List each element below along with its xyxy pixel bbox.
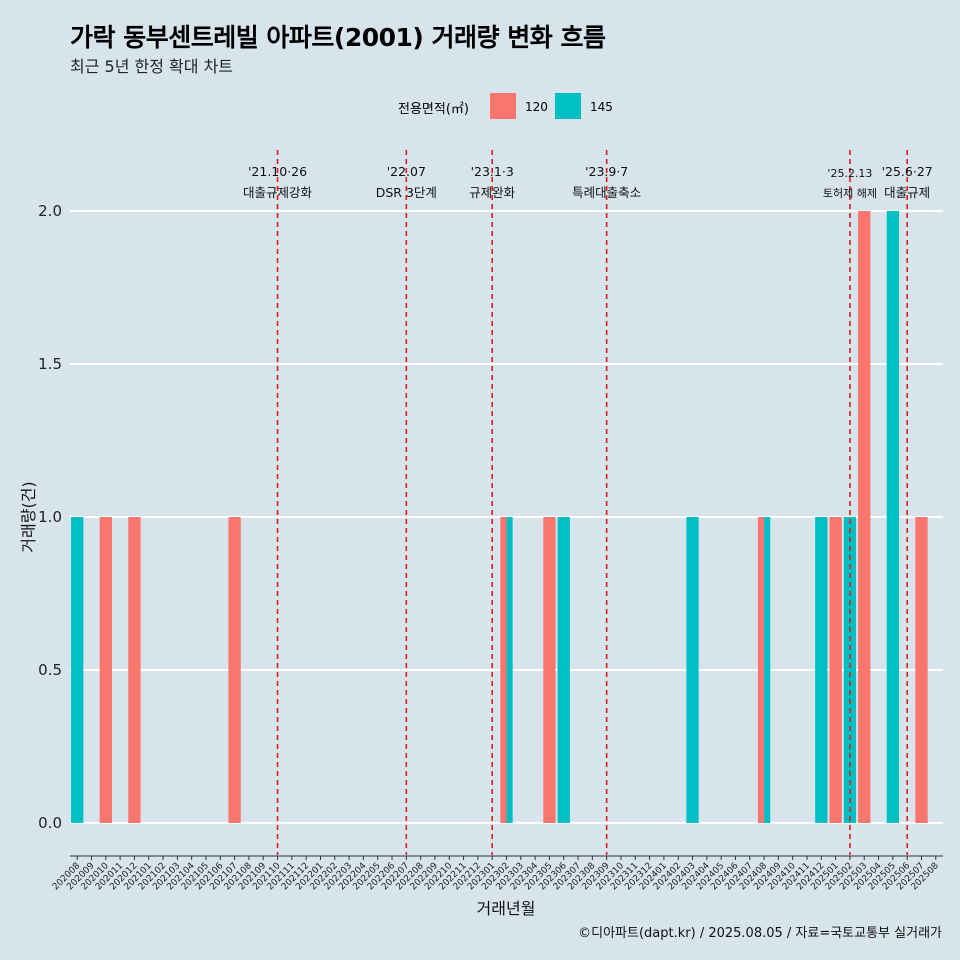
bar-120-202305 xyxy=(543,517,556,823)
event-label: 토허제 해제 xyxy=(823,186,877,200)
bar-145-202306 xyxy=(557,517,570,823)
y-tick-label: 1.5 xyxy=(38,355,62,373)
legend-key-120 xyxy=(490,93,516,119)
event-date: '22.07 xyxy=(387,164,426,179)
source-caption: ©디아파트(dapt.kr) / 2025.08.05 / 자료=국토교통부 실… xyxy=(578,926,942,941)
bar-120-202503 xyxy=(858,211,871,823)
y-tick-label: 2.0 xyxy=(38,202,62,220)
legend-title: 전용면적(㎡) xyxy=(398,102,469,117)
event-date: '23.1·3 xyxy=(471,164,514,179)
bar-145-202302 xyxy=(506,517,513,823)
bar-145-202408 xyxy=(764,517,771,823)
legend: 전용면적(㎡) 120 145 xyxy=(0,93,960,121)
x-axis-title: 거래년월 xyxy=(477,899,536,918)
event-label: 대출규제 xyxy=(884,185,930,200)
legend-key-145 xyxy=(555,93,581,119)
bar-120-202012 xyxy=(128,517,141,823)
bar-120-202501 xyxy=(829,517,842,823)
bar-145-202502 xyxy=(843,517,857,823)
chart-subtitle: 최근 5년 한정 확대 차트 xyxy=(70,57,234,76)
chart-title: 가락 동부센트레빌 아파트(2001) 거래량 변화 흐름 xyxy=(70,23,606,52)
event-date: '23.9·7 xyxy=(585,164,628,179)
event-label: 규제완화 xyxy=(469,185,516,200)
y-tick-label: 1.0 xyxy=(38,508,62,526)
bar-120-202507 xyxy=(915,517,928,823)
event-label: DSR 3단계 xyxy=(376,185,437,200)
event-date: '25.6·27 xyxy=(882,164,933,179)
bar-120-202408 xyxy=(757,517,765,823)
bar-145-202403 xyxy=(686,517,699,823)
bar-120-202302 xyxy=(500,517,507,823)
y-axis-title: 거래량(건) xyxy=(19,481,38,552)
event-label: 대출규제강화 xyxy=(243,185,313,200)
bar-145-202412 xyxy=(815,517,828,823)
bar-120-202010 xyxy=(99,517,112,823)
y-tick-label: 0.0 xyxy=(38,814,62,832)
legend-label-145: 145 xyxy=(590,100,613,114)
event-date: '21.10·26 xyxy=(248,164,307,179)
bar-145-202505 xyxy=(886,211,900,823)
y-tick-label: 0.5 xyxy=(38,661,62,679)
event-label: 특례대출축소 xyxy=(572,185,641,200)
legend-label-120: 120 xyxy=(525,100,548,114)
bar-145-202008 xyxy=(71,517,84,823)
event-date: '25.2.13 xyxy=(827,167,872,180)
bar-120-202107 xyxy=(228,517,241,823)
